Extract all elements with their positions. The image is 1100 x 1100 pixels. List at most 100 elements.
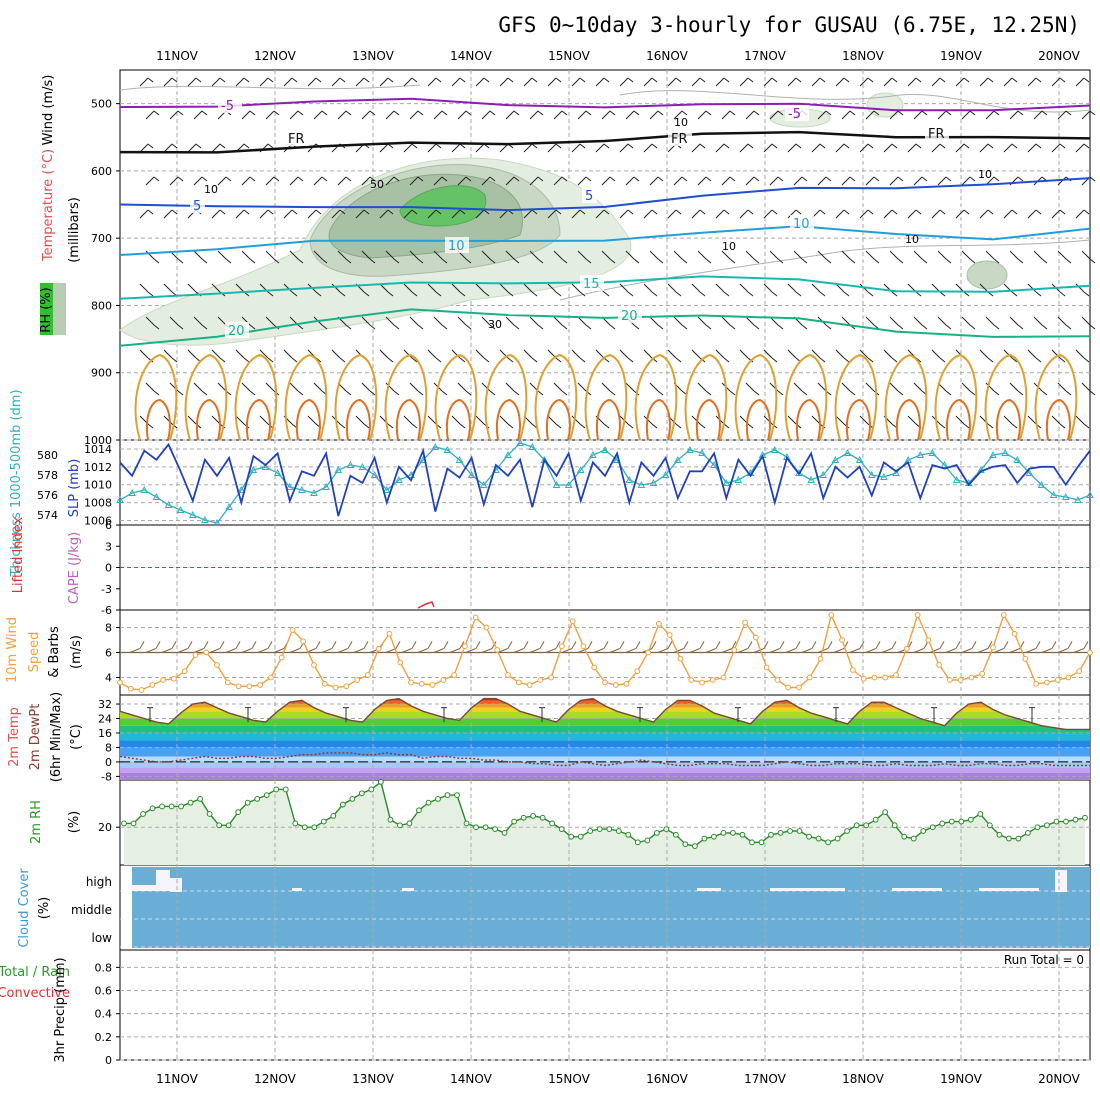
- thickness-marker: [140, 485, 149, 493]
- upper-wind-barb: [547, 283, 557, 293]
- upper-wind-barb-flag: [393, 390, 400, 396]
- upper-wind-barb-flag: [891, 357, 898, 363]
- upper-wind-barb: [571, 283, 581, 293]
- wind-barb-10m: [353, 648, 365, 653]
- upper-wind-barb: [739, 283, 749, 293]
- upper-wind-barb: [427, 143, 437, 153]
- ylabel-minmax: (6hr Min/Max): [49, 692, 64, 782]
- upper-wind-barb-flag: [561, 110, 568, 116]
- upper-wind-barb: [667, 77, 677, 87]
- upper-wind-barb-flag: [675, 423, 682, 429]
- upper-wind-barb-flag: [1011, 77, 1018, 83]
- thickness-marker: [431, 442, 440, 450]
- wind-barb-10m: [977, 648, 989, 653]
- upper-wind-barb: [427, 77, 437, 87]
- upper-wind-barb: [619, 77, 629, 87]
- temp-band: [120, 761, 1090, 768]
- upper-wind-barb-flag: [897, 258, 904, 264]
- upper-wind-barb-flag: [297, 110, 304, 116]
- upper-wind-barb-flag: [483, 357, 490, 363]
- wind-barb-10m-flag: [1067, 641, 1073, 649]
- upper-wind-barb: [331, 77, 341, 87]
- upper-wind-barb: [403, 283, 413, 293]
- thickness-marker: [225, 502, 233, 510]
- upper-wind-barb-flag: [945, 324, 952, 330]
- ylabel-rh-units: (%): [67, 811, 82, 834]
- upper-wind-barb: [475, 209, 485, 219]
- upper-wind-barb-flag: [483, 209, 490, 215]
- isotherm-line: [119, 97, 1091, 112]
- wind-barb-10m-flag: [347, 641, 353, 649]
- upper-wind-barb-flag: [849, 176, 856, 182]
- wind-barb-10m: [737, 648, 749, 653]
- upper-wind-barb-flag: [963, 291, 970, 297]
- upper-wind-barb: [667, 349, 677, 359]
- cloud-cover-fill: [132, 867, 1090, 948]
- upper-wind-barb-flag: [867, 357, 874, 363]
- upper-wind-barb: [745, 316, 755, 326]
- upper-wind-barb: [1003, 143, 1013, 153]
- wind-speed-point: [364, 672, 371, 678]
- upper-wind-barb: [979, 283, 989, 293]
- upper-wind-barb-flag: [465, 110, 472, 116]
- cloud-level-label: high: [86, 875, 112, 889]
- thickness-marker: [213, 518, 221, 526]
- upper-wind-barb-flag: [777, 324, 784, 330]
- wind-barb-10m-flag: [619, 641, 625, 649]
- upper-wind-barb-flag: [417, 110, 424, 116]
- upper-wind-barb: [553, 176, 563, 186]
- upper-wind-barb-flag: [369, 324, 376, 330]
- upper-wind-barb-flag: [843, 143, 850, 149]
- upper-wind-barb: [403, 77, 413, 87]
- upper-wind-barb: [1051, 209, 1061, 219]
- upper-wind-barb-flag: [291, 357, 298, 363]
- wind-speed-point: [968, 674, 975, 681]
- upper-wind-barb: [409, 316, 419, 326]
- upper-wind-barb: [331, 283, 341, 293]
- upper-wind-barb: [481, 382, 491, 392]
- upper-wind-barb-flag: [411, 77, 418, 83]
- upper-wind-barb-flag: [633, 176, 640, 182]
- rh-contour-label: 10: [905, 233, 919, 246]
- upper-wind-barb-flag: [819, 209, 826, 215]
- isotherm-label-bg: [925, 125, 949, 141]
- y-tick-label: 0: [105, 756, 112, 769]
- cape-contour-inner: [696, 398, 721, 441]
- rh-2m-point: [130, 820, 137, 827]
- upper-wind-barb-flag: [483, 291, 490, 297]
- upper-wind-barb-flag: [393, 176, 400, 182]
- upper-wind-barb: [715, 283, 725, 293]
- wind-speed-point: [1033, 680, 1040, 687]
- upper-wind-barb-flag: [555, 77, 562, 83]
- thickness-marker: [1037, 480, 1046, 488]
- upper-wind-barb-flag: [417, 324, 424, 330]
- cape-contour: [834, 353, 878, 441]
- upper-wind-barb-flag: [705, 176, 712, 182]
- isotherm-label-bg: [285, 130, 309, 146]
- upper-wind-barb: [265, 382, 275, 392]
- upper-wind-barb: [913, 110, 923, 120]
- wind-barb-10m: [865, 648, 877, 653]
- upper-wind-barb: [571, 415, 581, 425]
- wind-barb-10m: [385, 648, 397, 653]
- y-tick-label: 24: [98, 713, 112, 726]
- upper-wind-barb-flag: [297, 176, 304, 182]
- wind-speed-point: [645, 649, 652, 656]
- upper-wind-barb: [1009, 382, 1019, 392]
- upper-wind-barb: [907, 77, 917, 87]
- upper-wind-barb: [859, 77, 869, 87]
- upper-wind-barb: [625, 382, 635, 392]
- upper-wind-barb-flag: [489, 390, 496, 396]
- upper-wind-barb: [475, 415, 485, 425]
- rh-2m-point: [844, 828, 851, 834]
- rh-blob: [966, 260, 1008, 290]
- wind-barb-10m: [945, 648, 957, 653]
- wind-barb-10m: [529, 648, 541, 653]
- upper-wind-barb: [625, 176, 635, 186]
- wind-barb-10m: [433, 648, 445, 653]
- upper-wind-barb: [283, 283, 293, 293]
- upper-wind-barb: [361, 382, 371, 392]
- thickness-marker: [1049, 490, 1058, 498]
- upper-wind-barb-flag: [435, 357, 442, 363]
- upper-wind-barb-flag: [873, 110, 880, 116]
